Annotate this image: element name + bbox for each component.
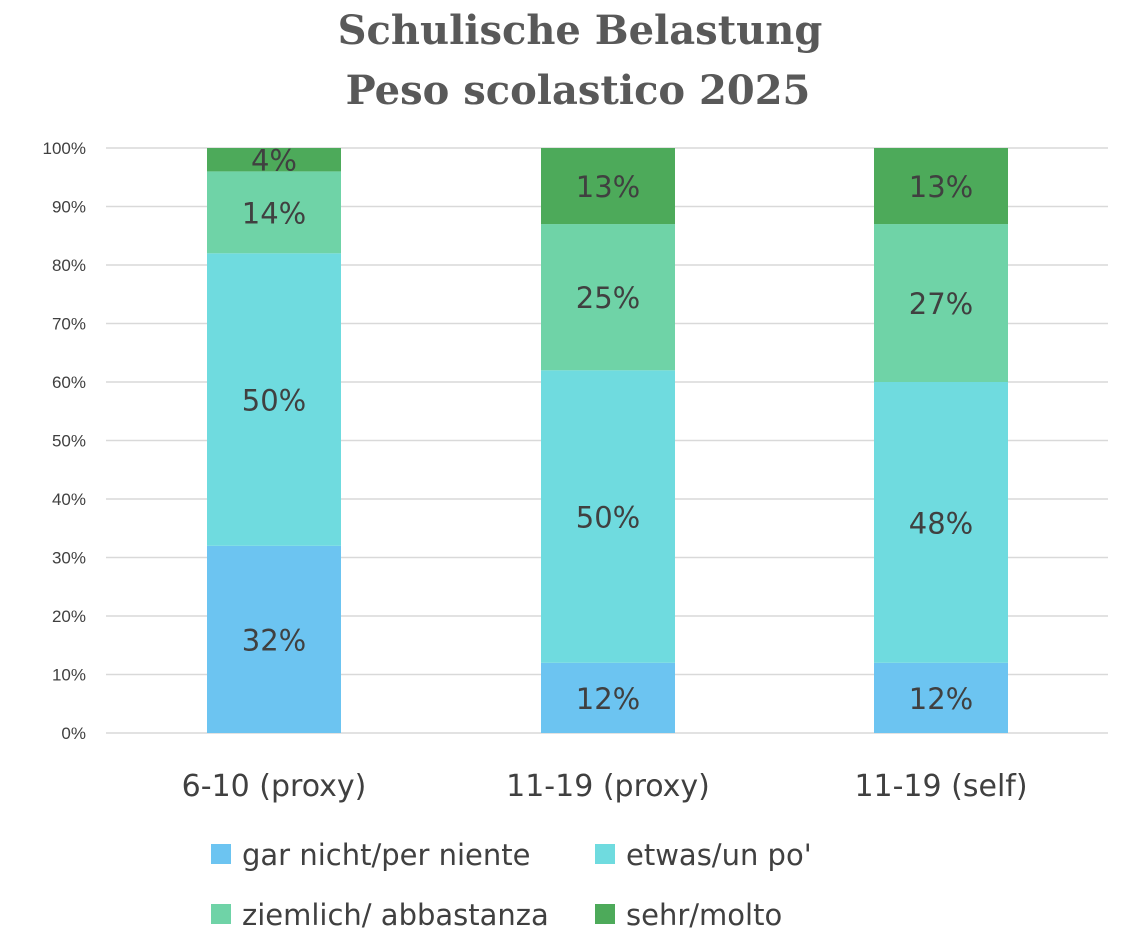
bar-segment: [207, 545, 341, 733]
y-tick-label: 10%: [52, 666, 86, 685]
legend-swatch: [595, 904, 615, 924]
bar-segment: [874, 382, 1008, 663]
legend-label: sehr/molto: [626, 898, 782, 932]
bar-segment: [874, 148, 1008, 225]
data-label: 13%: [909, 170, 973, 204]
chart-title-line-2: Peso scolastico 2025: [346, 67, 811, 114]
bar-segment: [541, 148, 675, 225]
data-label: 12%: [576, 682, 640, 716]
data-label: 48%: [909, 506, 973, 540]
legend: gar nicht/per niente etwas/un po' ziemlich…: [211, 838, 812, 932]
data-label: 12%: [909, 682, 973, 716]
bar-segment: [874, 224, 1008, 382]
bar-segment: [541, 662, 675, 733]
y-tick-label: 90%: [52, 198, 86, 217]
bar-segment: [207, 253, 341, 546]
data-label: 32%: [242, 623, 306, 657]
y-tick-label: 20%: [52, 607, 86, 626]
bar-segment: [541, 224, 675, 371]
y-tick-label: 0%: [61, 724, 86, 743]
x-tick-label: 11-19 (proxy): [506, 769, 710, 804]
bar-segment: [541, 370, 675, 663]
legend-swatch: [211, 904, 231, 924]
y-axis-ticks: 0% 10% 20% 30% 40% 50% 60% 70% 80% 90% 100%: [43, 139, 86, 743]
data-label: 14%: [242, 196, 306, 230]
bar-segment: [874, 662, 1008, 733]
data-label: 25%: [576, 281, 640, 315]
y-tick-label: 50%: [52, 432, 86, 451]
legend-swatch: [595, 844, 615, 864]
legend-label: gar nicht/per niente: [242, 838, 531, 872]
y-tick-label: 70%: [52, 315, 86, 334]
x-tick-label: 6-10 (proxy): [182, 769, 367, 804]
y-tick-label: 60%: [52, 373, 86, 392]
data-label: 13%: [576, 170, 640, 204]
legend-label: etwas/un po': [626, 838, 812, 872]
y-tick-label: 80%: [52, 256, 86, 275]
bar-segment: [207, 171, 341, 254]
y-tick-label: 40%: [52, 490, 86, 509]
chart-title-line-1: Schulische Belastung: [338, 7, 823, 54]
x-axis-ticks: 6-10 (proxy) 11-19 (proxy) 11-19 (self): [182, 769, 1028, 804]
data-label: 27%: [909, 287, 973, 321]
data-label: 50%: [242, 384, 306, 418]
data-label: 50%: [576, 501, 640, 535]
data-label: 4%: [251, 144, 297, 178]
y-tick-label: 30%: [52, 549, 86, 568]
legend-swatch: [211, 844, 231, 864]
bars: [207, 148, 1008, 733]
data-labels: 32% 50% 14% 4% 12% 50% 25% 13% 12% 48% 27% 13%: [242, 144, 973, 716]
bar-segment: [207, 148, 341, 172]
legend-label: ziemlich/ abbastanza: [242, 898, 549, 932]
x-tick-label: 11-19 (self): [854, 769, 1027, 804]
y-tick-label: 100%: [43, 139, 86, 158]
